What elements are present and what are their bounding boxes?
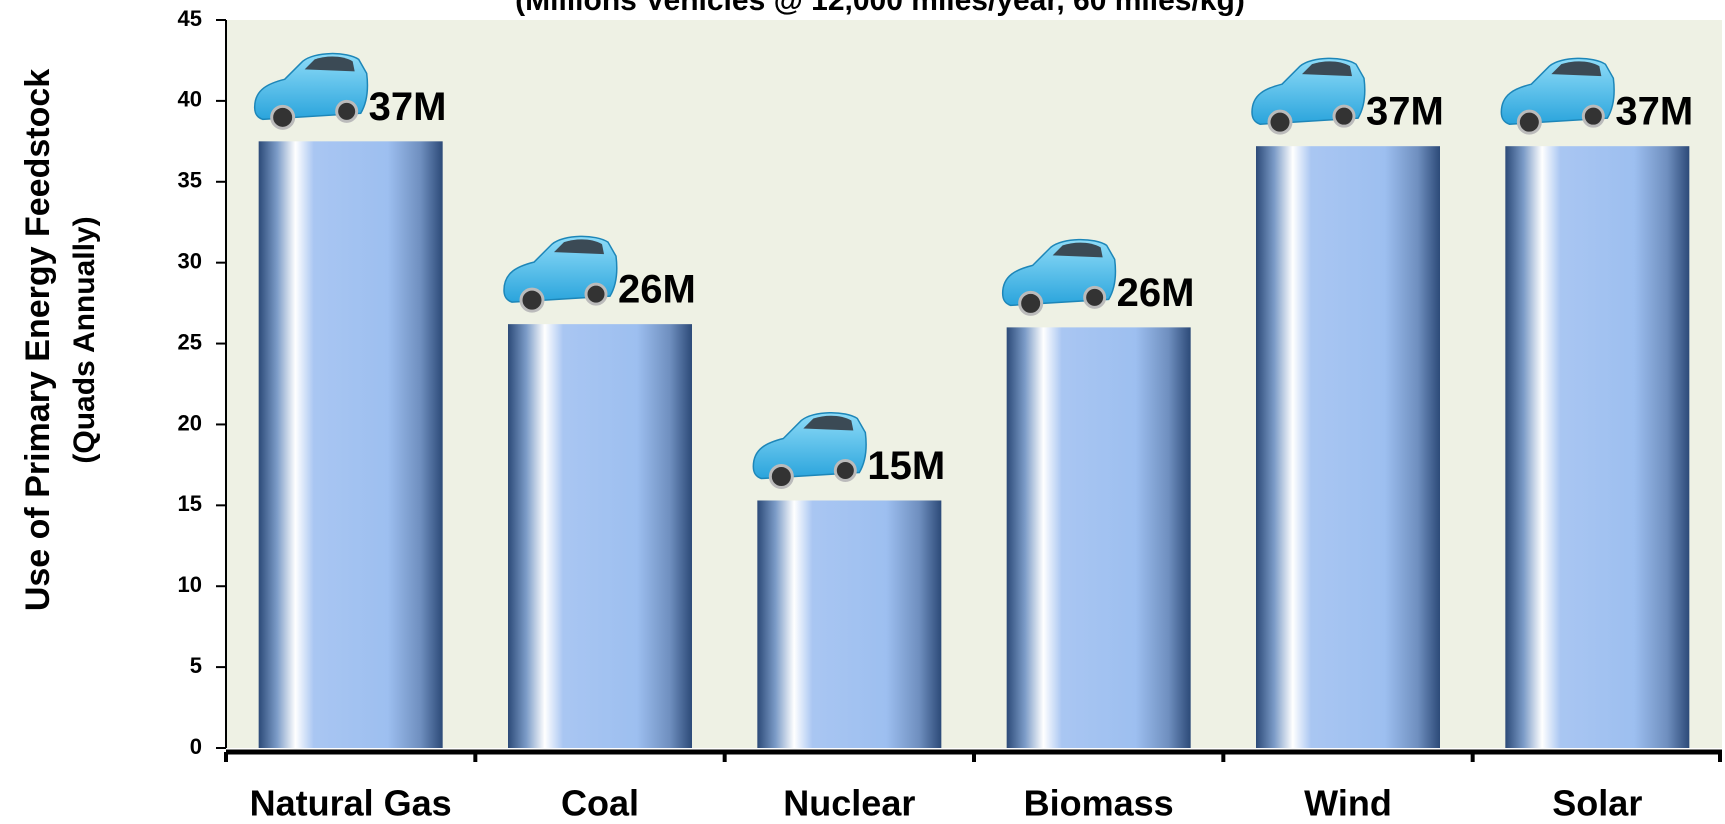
bar — [757, 500, 941, 748]
car-wheel — [1020, 292, 1042, 314]
car-wheel — [770, 465, 792, 487]
vehicle-label: 15M — [867, 444, 945, 488]
vehicle-label: 37M — [1615, 90, 1693, 134]
x-tick-label: Nuclear — [783, 783, 915, 824]
y-tick-label: 35 — [178, 168, 202, 193]
x-tick-label: Wind — [1304, 783, 1392, 824]
y-tick-label: 15 — [178, 491, 202, 516]
y-axis-title: Use of Primary Energy Feedstock — [19, 69, 57, 611]
x-tick-label: Natural Gas — [250, 783, 452, 824]
car-wheel — [586, 284, 606, 304]
chart-title: (Millions Vehicles @ 12,000 miles/year, … — [515, 0, 1245, 17]
bar — [1007, 327, 1191, 748]
car-wheel — [835, 460, 855, 480]
y-tick-label: 30 — [178, 248, 202, 273]
vehicle-label: 37M — [1366, 90, 1444, 134]
car-wheel — [1518, 111, 1540, 133]
y-tick-label: 40 — [178, 87, 202, 112]
bar — [1505, 146, 1689, 748]
x-tick-label: Biomass — [1024, 783, 1174, 824]
chart: (Millions Vehicles @ 12,000 miles/year, … — [0, 0, 1725, 824]
car-wheel — [521, 289, 543, 311]
car-wheel — [1583, 106, 1603, 126]
x-tick-label: Coal — [561, 783, 639, 824]
y-tick-label: 20 — [178, 410, 202, 435]
car-wheel — [272, 106, 294, 128]
y-tick-label: 5 — [190, 653, 202, 678]
car-wheel — [337, 101, 357, 121]
vehicle-label: 26M — [618, 268, 696, 312]
y-tick-label: 0 — [190, 734, 202, 759]
bar — [259, 141, 443, 748]
y-tick-label: 10 — [178, 572, 202, 597]
bar — [1256, 146, 1440, 748]
y-axis-subtitle: (Quads Annually) — [68, 216, 101, 463]
car-wheel — [1269, 111, 1291, 133]
x-tick-label: Solar — [1552, 783, 1642, 824]
y-tick-label: 45 — [178, 6, 202, 31]
car-wheel — [1085, 287, 1105, 307]
vehicle-label: 26M — [1117, 271, 1195, 315]
plot-area — [226, 20, 1722, 748]
bar — [508, 324, 692, 748]
y-tick-label: 25 — [178, 329, 202, 354]
vehicle-label: 37M — [369, 85, 447, 129]
car-wheel — [1334, 106, 1354, 126]
